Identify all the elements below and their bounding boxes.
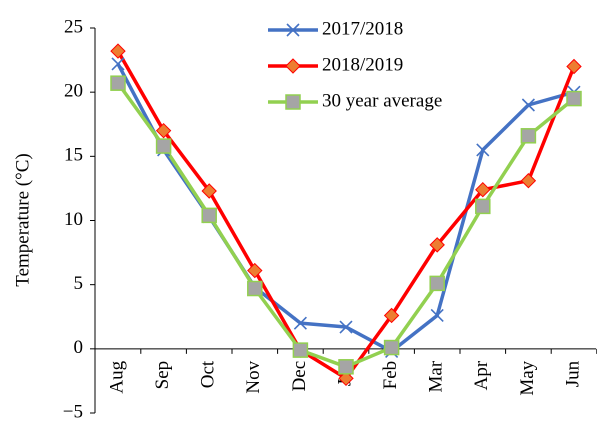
y-tick-label: 0 xyxy=(74,337,84,358)
x-tick-label: Mar xyxy=(426,360,447,392)
y-tick-label: −5 xyxy=(63,401,83,421)
y-tick-label: 5 xyxy=(74,273,84,294)
marker xyxy=(285,94,301,110)
marker xyxy=(110,43,126,59)
x-tick-label: Aug xyxy=(106,360,127,393)
marker xyxy=(201,207,217,224)
marker xyxy=(383,307,400,324)
x-tick-label: Dec xyxy=(289,361,310,392)
marker xyxy=(293,316,307,330)
x-tick-label: Apr xyxy=(471,360,492,390)
marker xyxy=(292,342,309,358)
marker xyxy=(566,58,582,75)
marker xyxy=(111,57,125,71)
marker xyxy=(430,308,444,323)
marker xyxy=(566,90,582,107)
y-tick-label: 10 xyxy=(64,209,83,230)
marker xyxy=(247,262,263,279)
x-tick-label: Feb xyxy=(380,361,401,390)
marker xyxy=(286,23,300,37)
x-tick-label: Sep xyxy=(152,361,173,390)
marker xyxy=(521,98,535,112)
marker xyxy=(383,339,400,356)
marker xyxy=(476,143,490,157)
marker xyxy=(475,181,491,198)
x-tick-label: May xyxy=(517,360,538,395)
marker xyxy=(285,58,301,74)
marker xyxy=(155,122,172,139)
legend-label: 2018/2019 xyxy=(322,54,403,75)
marker xyxy=(339,320,353,334)
marker xyxy=(429,237,445,253)
y-tick-label: 15 xyxy=(64,145,83,166)
marker xyxy=(429,275,445,292)
marker xyxy=(338,370,354,387)
marker xyxy=(520,128,537,144)
legend-label: 30 year average xyxy=(322,90,442,111)
x-tick-label: Jun xyxy=(562,360,583,387)
marker xyxy=(110,75,126,91)
y-axis-label: Temperature (°C) xyxy=(12,153,33,286)
y-tick-label: 20 xyxy=(64,81,83,102)
marker xyxy=(155,138,172,154)
marker xyxy=(338,359,354,375)
y-tick-label: 25 xyxy=(64,16,83,37)
marker xyxy=(201,183,217,199)
marker xyxy=(520,173,537,189)
legend-label: 2017/2018 xyxy=(322,18,403,39)
marker xyxy=(475,198,491,215)
marker xyxy=(247,280,263,297)
x-tick-label: Oct xyxy=(198,360,219,388)
x-tick-label: Nov xyxy=(243,360,264,393)
